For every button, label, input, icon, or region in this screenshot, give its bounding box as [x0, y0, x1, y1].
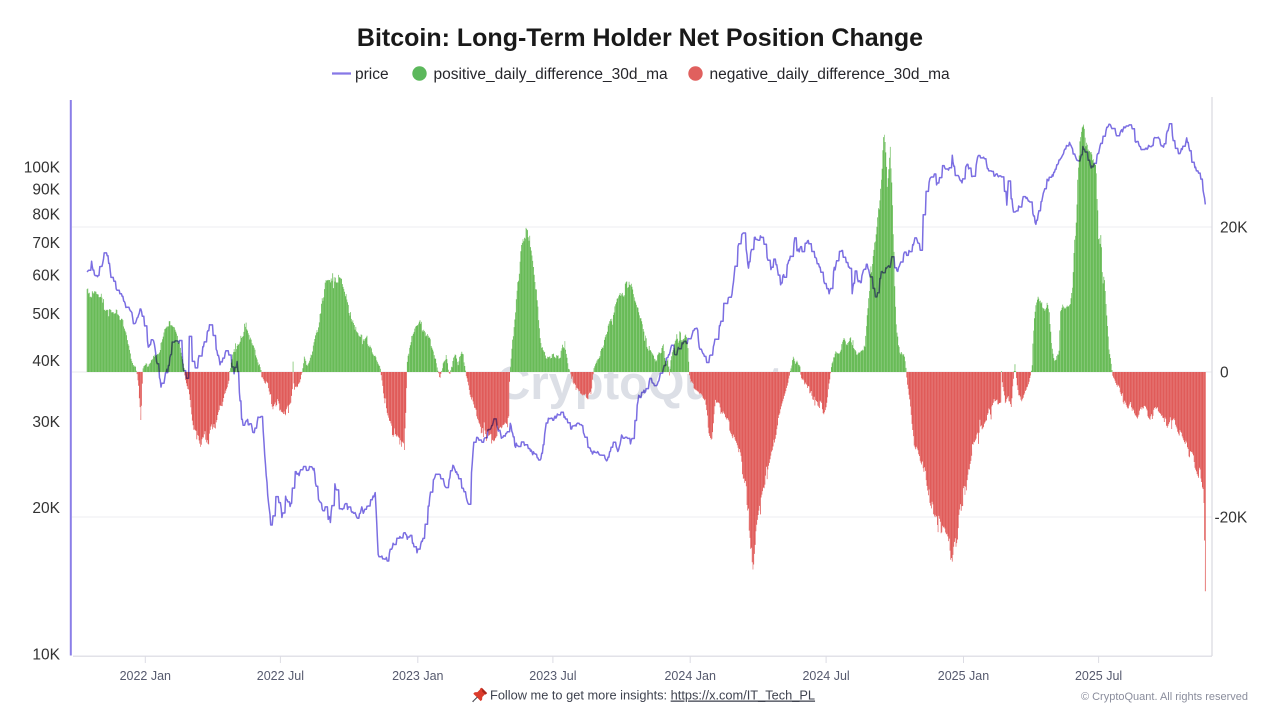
svg-text:2025 Jul: 2025 Jul [1075, 669, 1122, 683]
svg-text:20K: 20K [32, 500, 60, 517]
svg-text:2022 Jan: 2022 Jan [120, 669, 171, 683]
svg-text:2024 Jan: 2024 Jan [664, 669, 715, 683]
svg-text:price: price [355, 66, 389, 83]
svg-text:© CryptoQuant. All rights rese: © CryptoQuant. All rights reserved [1081, 691, 1248, 703]
svg-text:2023 Jan: 2023 Jan [392, 669, 443, 683]
svg-text:negative_daily_difference_30d_: negative_daily_difference_30d_ma [710, 66, 951, 83]
svg-text:positive_daily_difference_30d_: positive_daily_difference_30d_ma [434, 66, 668, 83]
svg-text:0: 0 [1220, 364, 1229, 381]
svg-text:2022 Jul: 2022 Jul [257, 669, 304, 683]
svg-text:2025 Jan: 2025 Jan [938, 669, 989, 683]
svg-text:20K: 20K [1220, 219, 1248, 236]
svg-text:80K: 80K [32, 207, 60, 224]
svg-text:50K: 50K [32, 306, 60, 323]
svg-text:100K: 100K [24, 159, 61, 176]
svg-text:60K: 60K [32, 267, 60, 284]
svg-text:Follow me to get more insights: Follow me to get more insights: https://… [490, 688, 815, 703]
svg-text:30K: 30K [32, 414, 60, 431]
svg-text:40K: 40K [32, 353, 60, 370]
svg-text:Bitcoin: Long-Term Holder Net: Bitcoin: Long-Term Holder Net Position C… [357, 24, 923, 52]
svg-text:-20K: -20K [1215, 509, 1248, 526]
svg-text:2023 Jul: 2023 Jul [529, 669, 576, 683]
svg-text:2024 Jul: 2024 Jul [802, 669, 849, 683]
svg-text:70K: 70K [32, 235, 60, 252]
svg-text:90K: 90K [32, 182, 60, 199]
svg-text:10K: 10K [32, 647, 60, 664]
